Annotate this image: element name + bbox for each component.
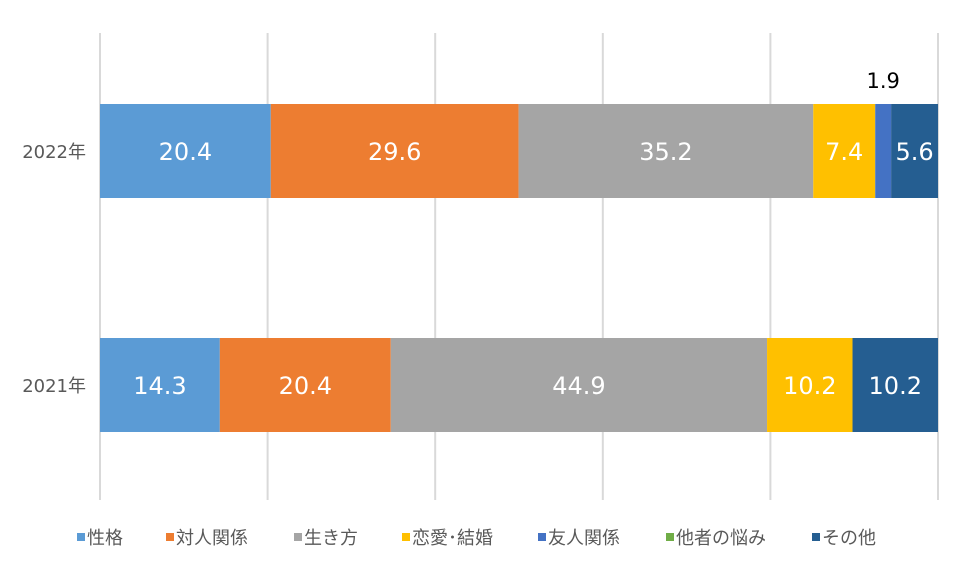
data-label: 7.4: [825, 138, 863, 166]
bar-segment: [891, 104, 938, 198]
legend-swatch: [294, 533, 302, 541]
data-label: 35.2: [639, 138, 692, 166]
bar-segment: [100, 104, 271, 198]
legend-swatch: [812, 533, 820, 541]
data-label: 10.2: [783, 372, 836, 400]
legend-swatch: [538, 533, 546, 541]
legend-label: 友人関係: [548, 528, 620, 549]
legend-swatch: [666, 533, 674, 541]
data-label: 1.9: [866, 69, 899, 93]
bar-segment: [852, 338, 938, 432]
bar-segment: [390, 338, 768, 432]
legend-label: 生き方: [304, 528, 358, 549]
legend-label: その他: [822, 528, 876, 549]
data-label: 14.3: [133, 372, 186, 400]
legend-label: 恋愛･結婚: [412, 527, 493, 549]
bar-segment: [219, 338, 391, 432]
bar-segment: [270, 104, 519, 198]
legend-swatch: [402, 533, 410, 541]
category-label: 2022年: [22, 142, 86, 163]
data-label: 5.6: [895, 138, 933, 166]
legend-swatch: [166, 533, 174, 541]
data-label: 20.4: [279, 372, 332, 400]
bar-segment: [100, 338, 220, 432]
category-label: 2021年: [22, 376, 86, 397]
bar-segment: [767, 338, 853, 432]
legend-label: 他者の悩み: [676, 528, 766, 549]
data-label: 29.6: [368, 138, 421, 166]
legend-label: 性格: [87, 528, 123, 549]
data-label: 20.4: [159, 138, 212, 166]
data-label: 10.2: [869, 372, 922, 400]
data-label: 44.9: [552, 372, 605, 400]
legend-label: 対人関係: [176, 528, 248, 549]
bar-segment: [875, 104, 892, 198]
legend-swatch: [77, 533, 85, 541]
bar-segment: [813, 104, 876, 198]
bar-segment: [518, 104, 814, 198]
